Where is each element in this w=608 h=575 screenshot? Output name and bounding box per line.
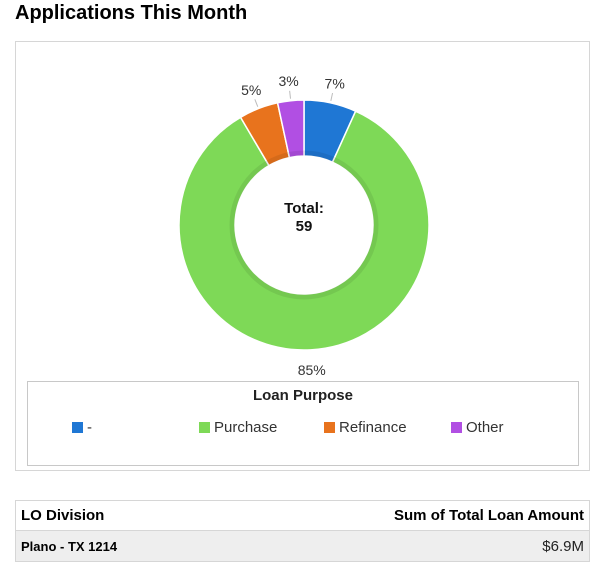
table-cell-division: Plano - TX 1214: [21, 538, 118, 554]
legend-title: Loan Purpose: [252, 387, 353, 404]
leader-line: [254, 99, 259, 107]
pct-label-dash: 7%: [325, 75, 345, 91]
legend-item-purchase[interactable]: Purchase: [199, 419, 277, 436]
donut-inner-shadow: [229, 150, 379, 300]
pct-label-refinance: 5%: [241, 82, 261, 98]
legend-item-dash[interactable]: -: [72, 419, 92, 436]
table-header-lo-division[interactable]: LO Division: [21, 507, 105, 524]
summary-table: LO Division Sum of Total Loan Amount Pla…: [15, 500, 590, 562]
chart-panel: Total: 59 7% 85% 5% 3% Loan Purpose - Purch…: [15, 41, 590, 471]
legend-item-other[interactable]: Other: [451, 419, 504, 436]
legend-label-refinance: Refinance: [339, 419, 407, 436]
legend-label-purchase: Purchase: [214, 419, 278, 436]
center-total-value: 59: [296, 218, 313, 235]
legend-swatch-dash: [72, 422, 83, 433]
pct-label-purchase: 85%: [298, 362, 326, 378]
donut-hole: [235, 156, 373, 294]
center-total-label: Total:: [284, 200, 324, 217]
legend-swatch-purchase: [199, 422, 210, 433]
table-row[interactable]: Plano - TX 1214 $6.9M: [16, 531, 589, 561]
table-header-row: LO Division Sum of Total Loan Amount: [16, 501, 589, 531]
legend-item-refinance[interactable]: Refinance: [324, 419, 407, 436]
pct-label-other: 3%: [278, 73, 298, 89]
table-header-sum-amount[interactable]: Sum of Total Loan Amount: [394, 507, 584, 524]
legend: Loan Purpose - Purchase Refinance Other: [27, 381, 579, 466]
donut-chart[interactable]: Total: 59 7% 85% 5% 3%: [16, 42, 589, 380]
slice-purchase[interactable]: [178, 110, 430, 351]
legend-label-dash: -: [87, 419, 92, 436]
legend-swatch-other: [451, 422, 462, 433]
leader-line: [330, 92, 334, 101]
page-title: Applications This Month: [15, 2, 248, 24]
legend-swatch-refinance: [324, 422, 335, 433]
table-cell-amount: $6.9M: [542, 537, 584, 555]
legend-label-other: Other: [466, 419, 504, 436]
leader-line: [289, 90, 291, 99]
